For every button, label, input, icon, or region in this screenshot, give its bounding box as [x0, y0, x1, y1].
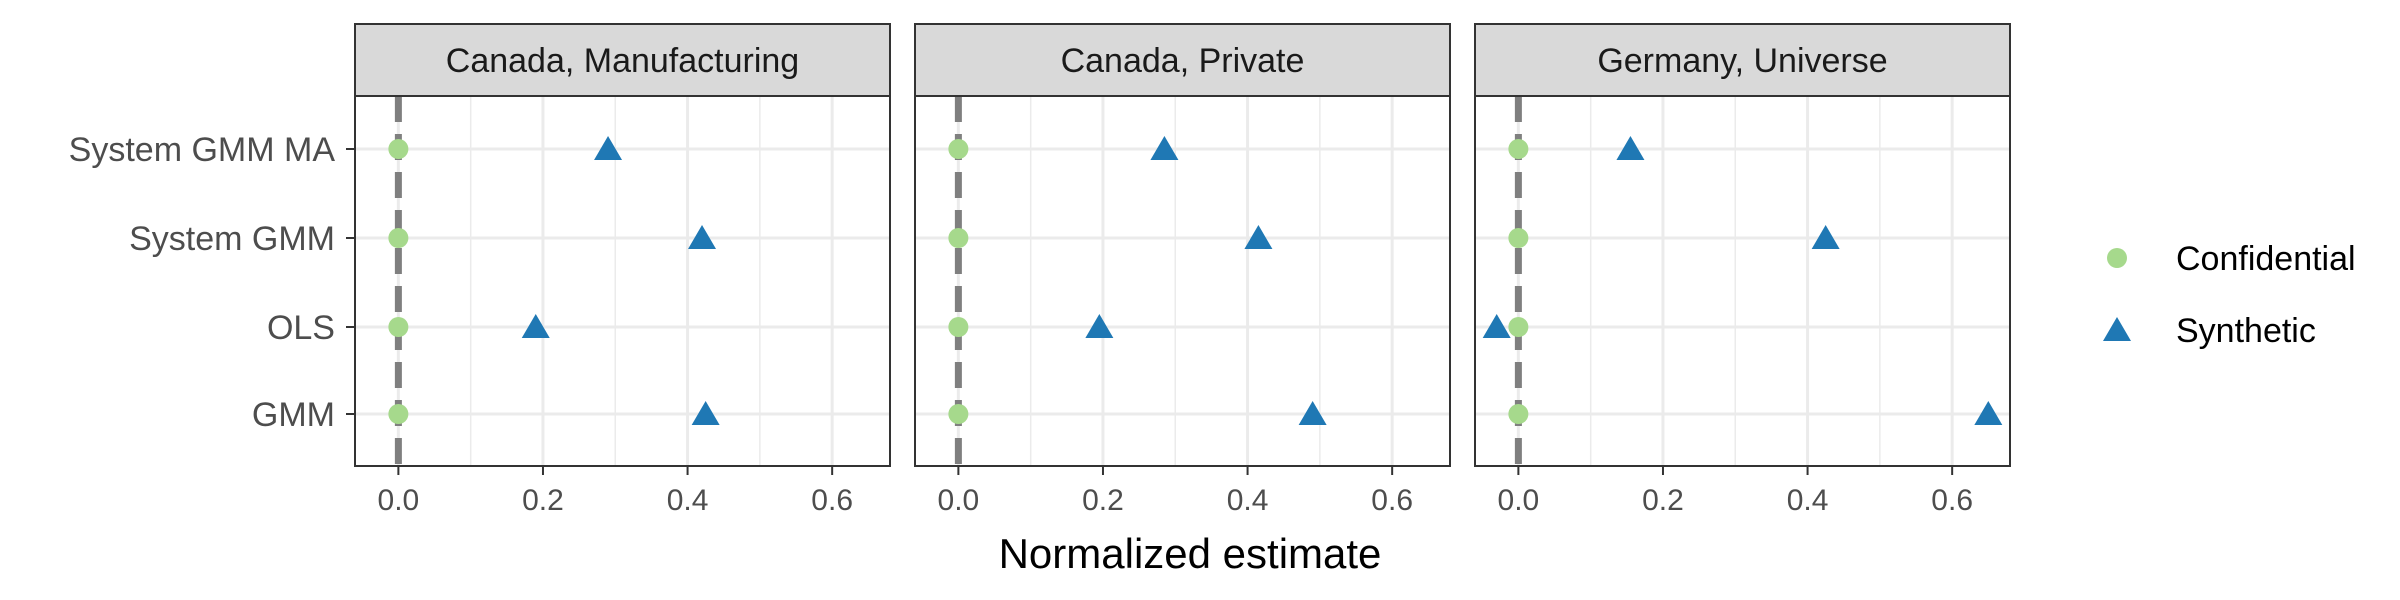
legend: Confidential Synthetic: [2103, 240, 2356, 350]
x-tick-label: 0.0: [1498, 484, 1540, 517]
x-axis-title: Normalized estimate: [999, 530, 1382, 577]
synthetic-point: [1085, 314, 1114, 338]
panel-background: [355, 96, 890, 466]
synthetic-point: [1974, 401, 2003, 425]
x-tick-label: 0.6: [1931, 484, 1973, 517]
synthetic-point: [1244, 225, 1273, 249]
x-tick-label: 0.0: [938, 484, 980, 517]
panel-background: [915, 96, 1450, 466]
facet-strip: [914, 23, 1451, 97]
synthetic-point: [691, 401, 720, 425]
y-tick-label: OLS: [267, 309, 335, 347]
confidential-point: [948, 404, 969, 424]
x-tick-label: 0.6: [811, 484, 853, 517]
y-tick-label: System GMM MA: [69, 131, 336, 169]
x-tick-label: 0.4: [667, 484, 709, 517]
facet-strip: [1474, 23, 2011, 97]
facet-strip-label: Canada, Manufacturing: [446, 42, 799, 80]
legend-key-synthetic: [2103, 317, 2131, 341]
facet-panel: Canada, Manufacturing 0.0 0.2 0.4 0.6: [354, 23, 891, 517]
confidential-point: [948, 139, 969, 159]
synthetic-point: [1811, 225, 1840, 249]
legend-key-confidential: [2107, 248, 2127, 268]
x-tick-label: 0.6: [1371, 484, 1413, 517]
legend-label: Confidential: [2176, 240, 2356, 278]
synthetic-point: [1616, 136, 1645, 160]
legend-label: Synthetic: [2176, 312, 2316, 350]
synthetic-point: [1150, 136, 1179, 160]
x-tick-label: 0.0: [378, 484, 420, 517]
confidential-point: [948, 317, 969, 337]
confidential-point: [1508, 317, 1529, 337]
confidential-point: [388, 139, 409, 159]
synthetic-point: [521, 314, 550, 338]
confidential-point: [948, 228, 969, 248]
facet-panel: Canada, Private 0.0 0.2 0.4 0.6: [914, 23, 1451, 517]
confidential-point: [388, 317, 409, 337]
facet-strip-label: Canada, Private: [1061, 42, 1305, 80]
confidential-point: [1508, 228, 1529, 248]
synthetic-point: [1298, 401, 1327, 425]
panel-background: [1475, 96, 2010, 466]
synthetic-point: [688, 225, 717, 249]
x-tick-label: 0.2: [1642, 484, 1684, 517]
y-tick-label: GMM: [252, 396, 335, 434]
confidential-point: [1508, 404, 1529, 424]
x-tick-label: 0.4: [1227, 484, 1269, 517]
y-tick-label: System GMM: [129, 220, 335, 258]
confidential-point: [388, 404, 409, 424]
confidential-point: [1508, 139, 1529, 159]
facet-strip-label: Germany, Universe: [1597, 42, 1887, 80]
synthetic-point: [1482, 314, 1511, 338]
facet-panel: Germany, Universe 0.0 0.2 0.4 0.6: [1474, 23, 2011, 517]
x-tick-label: 0.2: [1082, 484, 1124, 517]
facet-strip: [354, 23, 891, 97]
synthetic-point: [594, 136, 623, 160]
x-tick-label: 0.4: [1787, 484, 1829, 517]
confidential-point: [388, 228, 409, 248]
y-axis: System GMM MA System GMM OLS GMM: [69, 131, 355, 434]
x-tick-label: 0.2: [522, 484, 564, 517]
